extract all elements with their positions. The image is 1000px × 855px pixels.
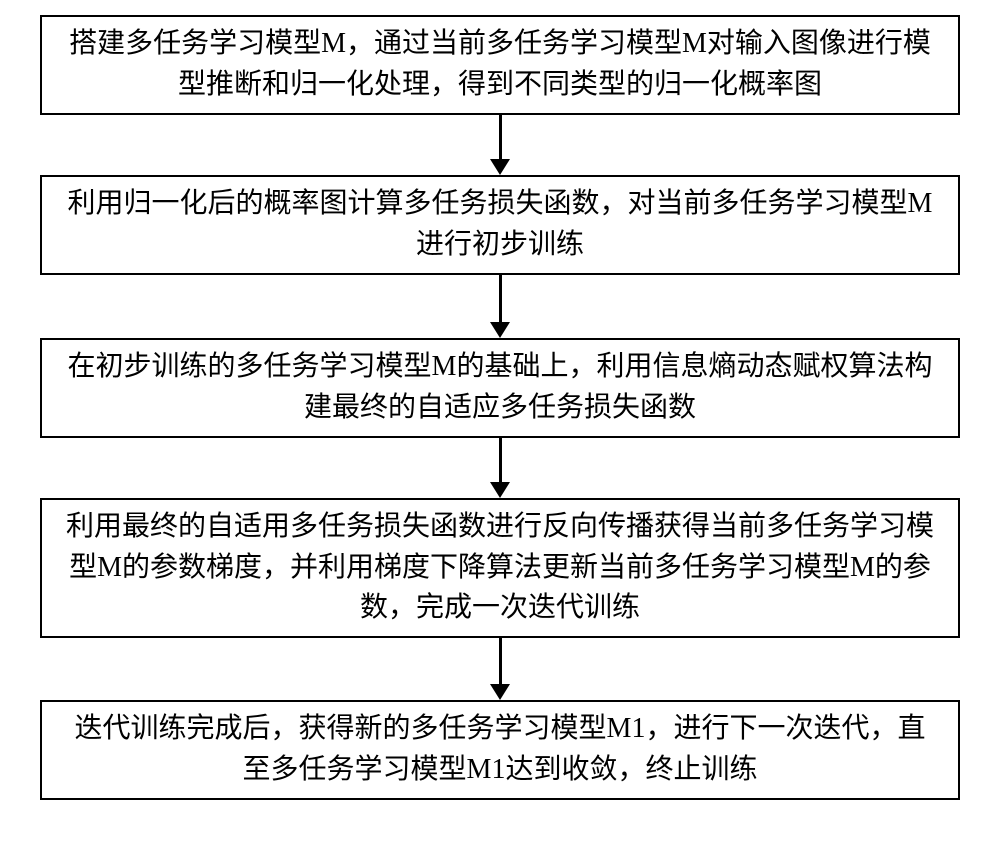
flowchart-arrow-3: [490, 438, 510, 498]
flowchart-arrow-2: [490, 275, 510, 338]
flowchart-step-3-text: 在初步训练的多任务学习模型M的基础上，利用信息熵动态赋权算法构建最终的自适应多任…: [66, 347, 934, 428]
flowchart-step-2: 利用归一化后的概率图计算多任务损失函数，对当前多任务学习模型M进行初步训练: [40, 175, 960, 275]
flowchart-step-2-text: 利用归一化后的概率图计算多任务损失函数，对当前多任务学习模型M进行初步训练: [66, 184, 934, 265]
flowchart-arrow-4: [490, 638, 510, 700]
flowchart-canvas: 搭建多任务学习模型M，通过当前多任务学习模型M对输入图像进行模型推断和归一化处理…: [0, 0, 1000, 855]
flowchart-step-4: 利用最终的自适用多任务损失函数进行反向传播获得当前多任务学习模型M的参数梯度，并…: [40, 498, 960, 638]
flowchart-step-1-text: 搭建多任务学习模型M，通过当前多任务学习模型M对输入图像进行模型推断和归一化处理…: [66, 24, 934, 105]
flowchart-step-4-text: 利用最终的自适用多任务损失函数进行反向传播获得当前多任务学习模型M的参数梯度，并…: [66, 507, 934, 629]
flowchart-step-5: 迭代训练完成后，获得新的多任务学习模型M1，进行下一次迭代，直至多任务学习模型M…: [40, 700, 960, 800]
flowchart-arrow-1: [490, 115, 510, 175]
flowchart-step-1: 搭建多任务学习模型M，通过当前多任务学习模型M对输入图像进行模型推断和归一化处理…: [40, 15, 960, 115]
flowchart-step-3: 在初步训练的多任务学习模型M的基础上，利用信息熵动态赋权算法构建最终的自适应多任…: [40, 338, 960, 438]
flowchart-step-5-text: 迭代训练完成后，获得新的多任务学习模型M1，进行下一次迭代，直至多任务学习模型M…: [66, 709, 934, 790]
